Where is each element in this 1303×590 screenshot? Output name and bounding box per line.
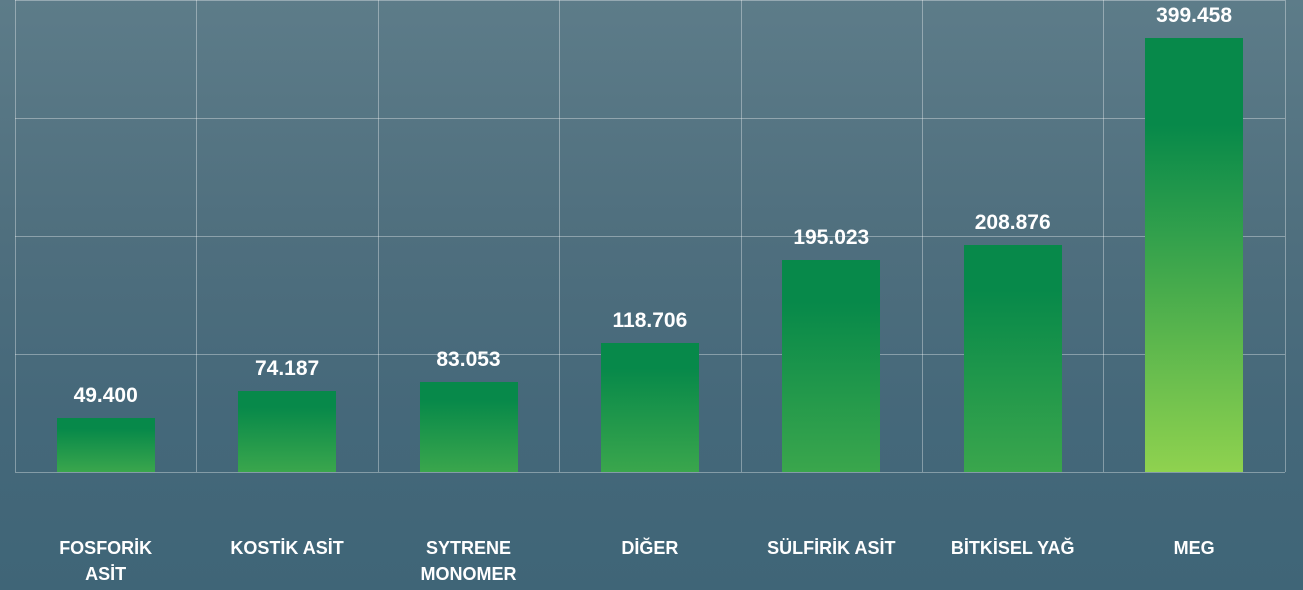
grid-line xyxy=(15,0,1285,1)
grid-line xyxy=(15,0,16,472)
value-label: 399.458 xyxy=(1156,3,1233,27)
grid-line xyxy=(377,0,379,472)
grid-line xyxy=(740,0,742,472)
bar xyxy=(419,381,518,472)
grid-line xyxy=(922,0,923,472)
grid-line xyxy=(1103,0,1105,472)
value-label: 118.706 xyxy=(612,308,688,332)
x-tick-label: MEG xyxy=(1173,538,1215,558)
grid-line xyxy=(1284,0,1286,472)
value-label: 208.876 xyxy=(974,210,1051,234)
bar xyxy=(56,418,155,472)
grid-line xyxy=(196,0,198,472)
x-tick-label: DİĞER xyxy=(621,538,679,558)
x-tick-label: FOSFORİK ASİT xyxy=(59,538,153,584)
grid-line xyxy=(559,0,561,472)
value-label: 74.187 xyxy=(254,357,320,381)
value-label: 49.400 xyxy=(73,384,138,408)
bar xyxy=(963,244,1062,472)
x-tick-label: KOSTİK ASİT xyxy=(230,538,344,558)
bar xyxy=(238,391,337,472)
x-tick-label: SYTRENE MONOMER xyxy=(420,538,517,584)
x-tick-label: BİTKİSEL YAĞ xyxy=(950,538,1075,558)
bar xyxy=(1145,37,1244,472)
value-label: 195.023 xyxy=(793,225,870,249)
grid-line xyxy=(15,118,1285,119)
value-label: 83.053 xyxy=(436,347,501,371)
bar xyxy=(782,259,881,472)
grid-line xyxy=(15,472,1285,473)
grid-line xyxy=(15,236,1285,237)
bar xyxy=(600,342,699,472)
x-tick-label: SÜLFİRİK ASİT xyxy=(767,538,896,558)
